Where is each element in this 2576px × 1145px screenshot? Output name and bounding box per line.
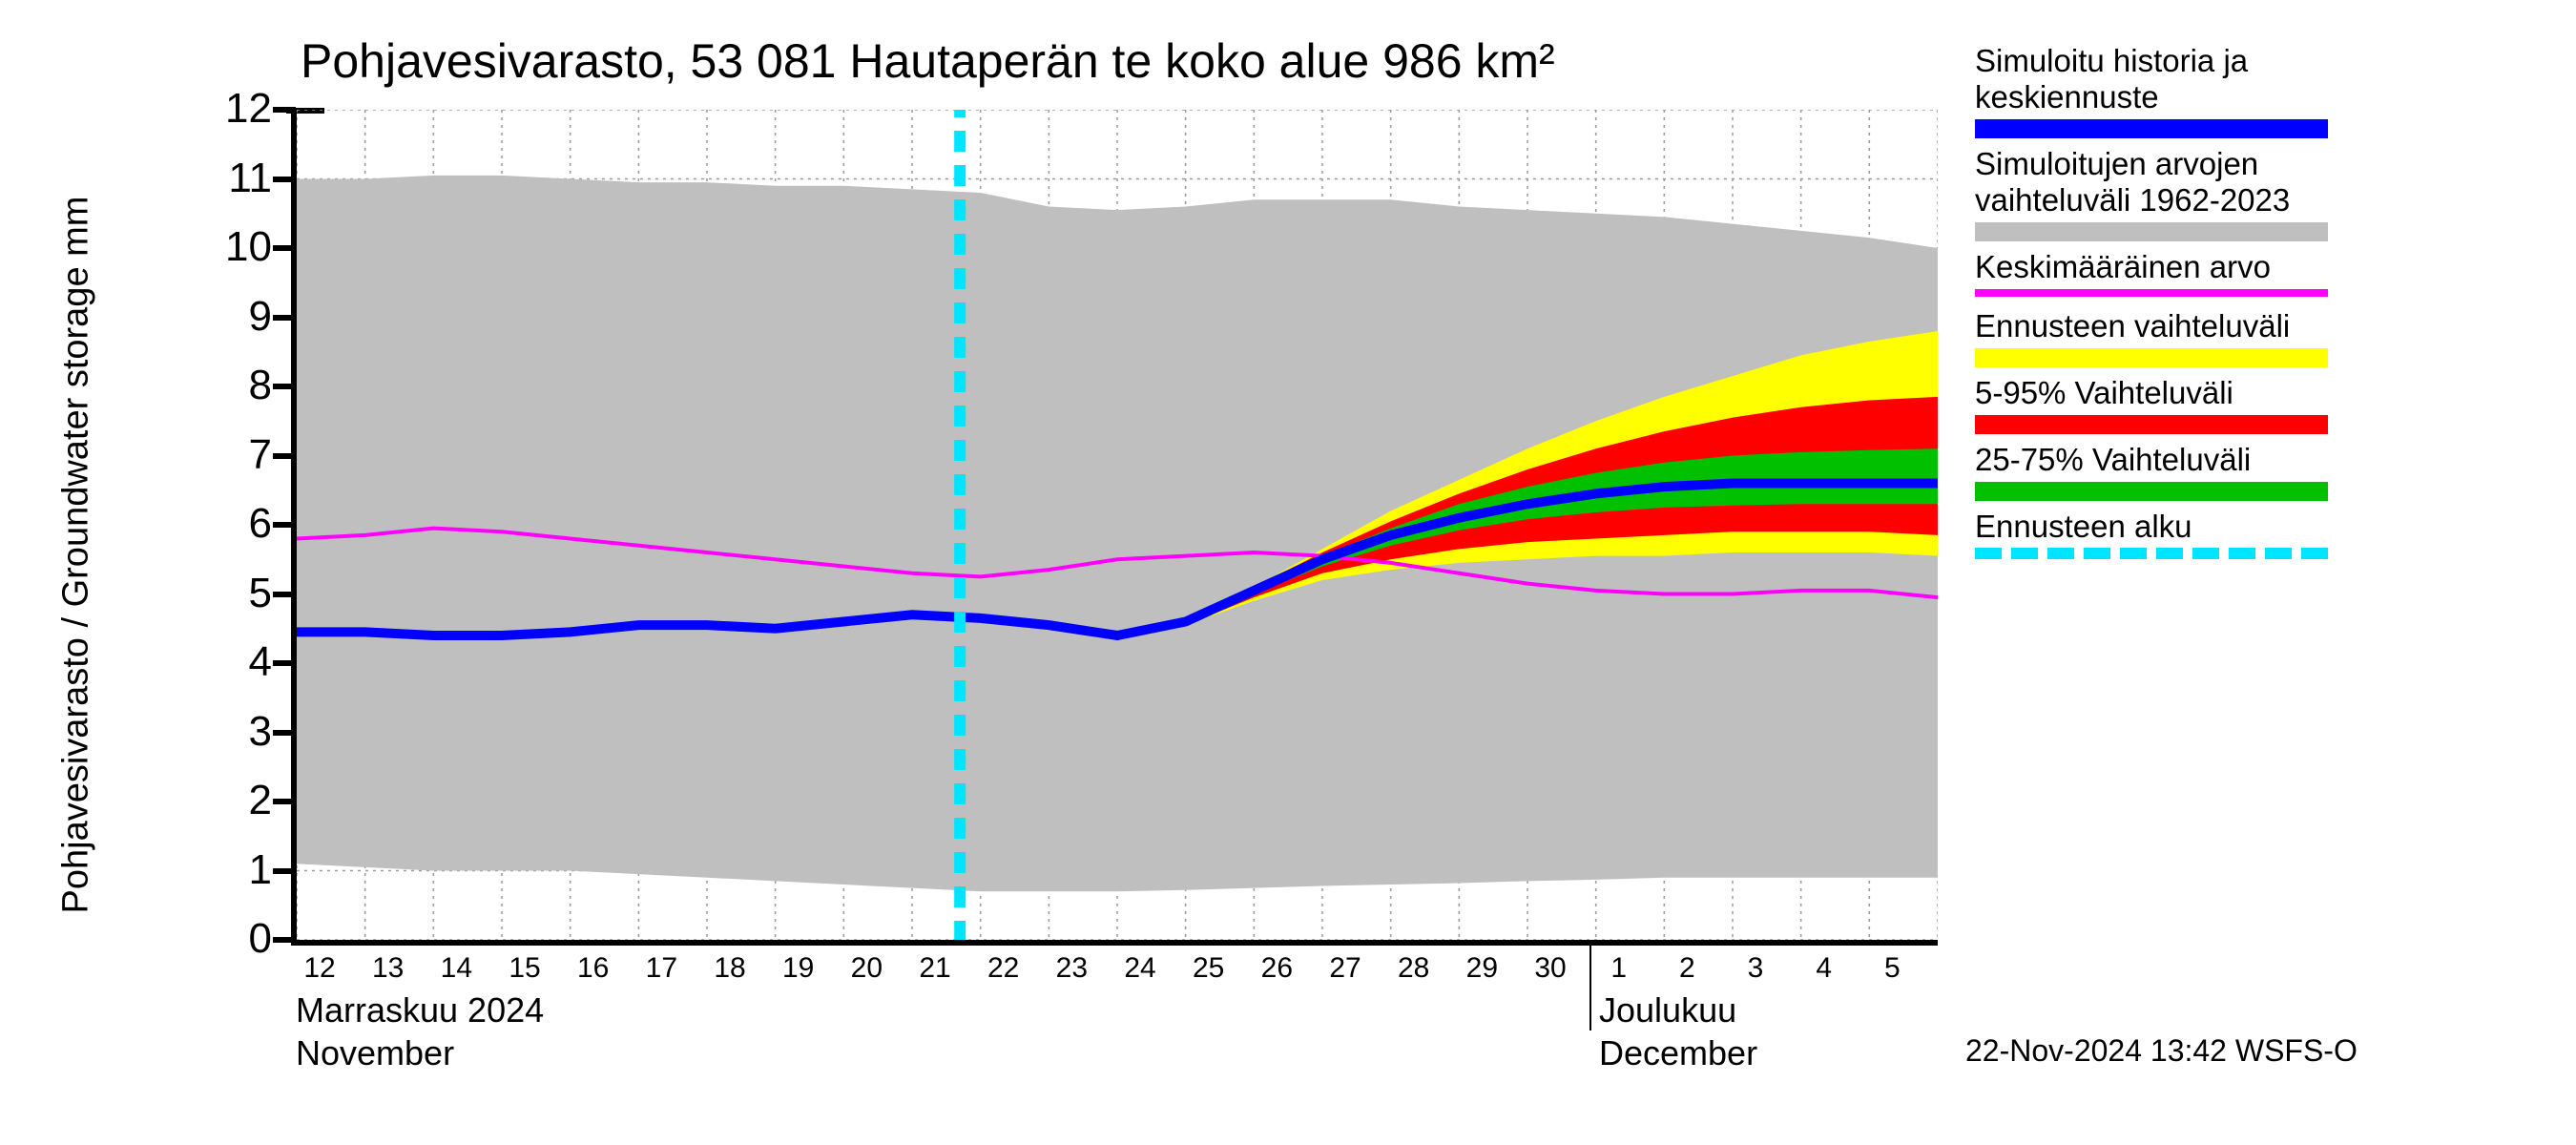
legend-label-1: Simuloitujen arvojenvaihteluväli 1962-20…: [1975, 146, 2547, 219]
legend-entry-2: Keskimääräinen arvo: [1975, 249, 2547, 297]
ytick-2: 2: [167, 777, 272, 824]
legend-entry-4: 5-95% Vaihteluväli: [1975, 375, 2547, 434]
legend-entry-1: Simuloitujen arvojenvaihteluväli 1962-20…: [1975, 146, 2547, 241]
ytick-mark-3: [273, 730, 296, 736]
legend-swatch-4: [1975, 415, 2328, 434]
xtick-23: 5: [1859, 952, 1925, 985]
xtick-12: 24: [1107, 952, 1174, 985]
xtick-9: 21: [902, 952, 968, 985]
plot-area: [291, 110, 1938, 946]
xtick-10: 22: [970, 952, 1037, 985]
ytick-1: 1: [167, 846, 272, 894]
xtick-16: 28: [1381, 952, 1447, 985]
ytick-10: 10: [167, 223, 272, 271]
ytick-mark-1: [273, 868, 296, 874]
xtick-18: 30: [1517, 952, 1584, 985]
legend-entry-5: 25-75% Vaihteluväli: [1975, 442, 2547, 501]
ytick-mark-10: [273, 245, 296, 251]
xtick-17: 29: [1448, 952, 1515, 985]
timestamp: 22-Nov-2024 13:42 WSFS-O: [1965, 1033, 2358, 1069]
chart-container: Pohjavesivarasto / Groundwater storage m…: [0, 0, 2576, 1145]
ytick-4: 4: [167, 638, 272, 686]
xtick-14: 26: [1243, 952, 1310, 985]
ytick-mark-8: [273, 384, 296, 389]
legend: Simuloitu historia jakeskiennuste Simuloi…: [1975, 43, 2547, 571]
xtick-4: 16: [560, 952, 627, 985]
ytick-mark-5: [273, 592, 296, 597]
month-label-right-fi: Joulukuu: [1599, 990, 1736, 1030]
xtick-20: 2: [1653, 952, 1720, 985]
ytick-7: 7: [167, 431, 272, 479]
ytick-8: 8: [167, 362, 272, 409]
xtick-13: 25: [1175, 952, 1242, 985]
legend-line-2: [1975, 289, 2328, 297]
xtick-11: 23: [1038, 952, 1105, 985]
xtick-5: 17: [628, 952, 695, 985]
legend-dash-6: [1975, 548, 2328, 559]
ytick-5: 5: [167, 570, 272, 617]
xtick-0: 12: [286, 952, 353, 985]
y-axis-label: Pohjavesivarasto / Groundwater storage m…: [56, 126, 97, 985]
legend-entry-3: Ennusteen vaihteluväli: [1975, 308, 2547, 367]
ytick-11: 11: [167, 155, 272, 202]
chart-title: Pohjavesivarasto, 53 081 Hautaperän te k…: [301, 33, 1555, 89]
month-label-right-en: December: [1599, 1033, 1757, 1073]
ytick-mark-0: [273, 937, 296, 943]
xtick-7: 19: [765, 952, 832, 985]
legend-swatch-5: [1975, 482, 2328, 501]
legend-label-2: Keskimääräinen arvo: [1975, 249, 2547, 285]
legend-entry-6: Ennusteen alku: [1975, 509, 2547, 560]
ytick-0: 0: [167, 915, 272, 963]
xtick-22: 4: [1791, 952, 1858, 985]
ytick-mark-6: [273, 522, 296, 528]
ytick-mark-2: [273, 799, 296, 804]
plot-svg: [297, 110, 1938, 940]
xtick-6: 18: [696, 952, 763, 985]
ytick-mark-9: [273, 315, 296, 321]
ytick-mark-4: [273, 660, 296, 666]
legend-label-3: Ennusteen vaihteluväli: [1975, 308, 2547, 344]
ytick-mark-7: [273, 453, 296, 459]
xtick-19: 1: [1586, 952, 1652, 985]
month-divider-tick: [1589, 940, 1591, 1030]
legend-label-5: 25-75% Vaihteluväli: [1975, 442, 2547, 478]
legend-entry-0: Simuloitu historia jakeskiennuste: [1975, 43, 2547, 138]
legend-label-0: Simuloitu historia jakeskiennuste: [1975, 43, 2547, 115]
month-label-left-en: November: [296, 1033, 454, 1073]
xtick-15: 27: [1312, 952, 1379, 985]
ytick-mark-11: [273, 177, 296, 182]
xtick-8: 20: [833, 952, 900, 985]
xtick-3: 15: [491, 952, 558, 985]
xtick-1: 13: [355, 952, 422, 985]
xtick-21: 3: [1722, 952, 1789, 985]
ytick-mark-12: [273, 107, 296, 113]
legend-swatch-3: [1975, 348, 2328, 367]
ytick-6: 6: [167, 500, 272, 548]
legend-label-6: Ennusteen alku: [1975, 509, 2547, 545]
legend-swatch-1: [1975, 222, 2328, 241]
legend-label-4: 5-95% Vaihteluväli: [1975, 375, 2547, 411]
legend-swatch-0: [1975, 119, 2328, 138]
ytick-12: 12: [167, 85, 272, 133]
xtick-2: 14: [423, 952, 489, 985]
ytick-3: 3: [167, 708, 272, 756]
ytick-9: 9: [167, 293, 272, 341]
month-label-left-fi: Marraskuu 2024: [296, 990, 544, 1030]
